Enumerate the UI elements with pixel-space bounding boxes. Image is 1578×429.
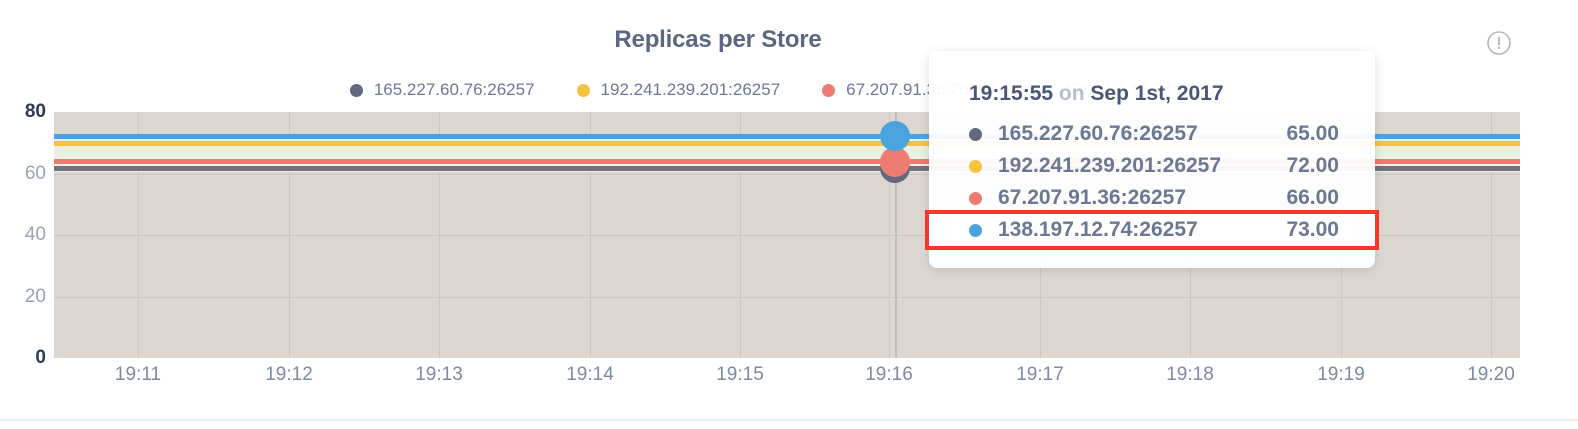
legend-swatch-icon: [822, 83, 836, 97]
gridline-vertical: [1491, 112, 1492, 358]
y-tick: 80: [24, 101, 46, 122]
tooltip-series-name: 138.197.12.74:26257: [998, 218, 1198, 241]
tooltip-on-word: on: [1058, 82, 1085, 105]
exclamation-circle-icon[interactable]: [1486, 30, 1512, 56]
x-axis: 19:11 19:12 19:13 19:14 19:15 19:16 19:1…: [54, 364, 1520, 390]
tooltip-series-name: 165.227.60.76:26257: [998, 122, 1198, 145]
gridline-vertical: [889, 112, 890, 358]
gridline-vertical: [740, 112, 741, 358]
gridline-horizontal: [54, 296, 1520, 298]
x-tick: 19:11: [114, 364, 162, 385]
legend-label: 192.241.239.201:26257: [600, 80, 781, 99]
tooltip-series-value: 66.00: [1286, 186, 1339, 209]
gridline-horizontal: [54, 235, 1520, 236]
y-tick: 40: [24, 224, 46, 245]
data-point-marker-138.197.12.74[interactable]: [880, 121, 910, 151]
tooltip-series-value: 65.00: [1286, 122, 1339, 145]
x-tick: 19:20: [1467, 364, 1515, 385]
hover-crosshair: [895, 112, 897, 358]
y-tick: 0: [35, 347, 46, 368]
x-tick: 19:19: [1317, 364, 1365, 385]
y-tick: 20: [24, 285, 46, 307]
legend-item[interactable]: 165.227.60.76:26257: [349, 80, 535, 100]
x-tick: 19:14: [566, 364, 614, 385]
gridline-horizontal: [54, 173, 1520, 175]
x-tick: 19:17: [1016, 364, 1064, 385]
tooltip-row: 165.227.60.76:26257 65.00: [929, 118, 1375, 150]
series-line-67.207.91.36: [54, 159, 1520, 164]
page-title: Replicas per Store: [614, 26, 822, 53]
tooltip-row: 192.241.239.201:26257 72.00: [929, 150, 1375, 182]
series-dot-icon: [969, 223, 982, 237]
hover-tooltip: 19:15:55 on Sep 1st, 2017 165.227.60.76:…: [925, 51, 1379, 268]
tooltip-row: 67.207.91.36:26257 66.00: [929, 182, 1375, 214]
series-line-165.227.60.76: [54, 166, 1520, 171]
gridline-vertical: [590, 112, 591, 358]
tooltip-header: 19:15:55 on Sep 1st, 2017: [929, 82, 1375, 118]
series-line-192.241.239.201: [54, 140, 1520, 146]
x-tick: 19:16: [865, 364, 913, 385]
tooltip-row-highlighted: 138.197.12.74:26257 73.00: [925, 210, 1379, 250]
gridline-vertical: [439, 112, 440, 358]
tooltip-series-name: 67.207.91.36:26257: [998, 186, 1187, 209]
series-dot-icon: [969, 191, 982, 205]
y-tick: 60: [24, 162, 46, 184]
tooltip-series-value: 72.00: [1286, 154, 1339, 177]
tooltip-series-name: 192.241.239.201:26257: [998, 154, 1222, 177]
tooltip-date: Sep 1st, 2017: [1090, 82, 1224, 105]
x-tick: 19:13: [415, 364, 463, 385]
x-tick: 19:15: [716, 364, 764, 385]
gridline-vertical: [289, 112, 290, 358]
tooltip-time: 19:15:55: [969, 82, 1054, 105]
series-dot-icon: [969, 159, 982, 173]
y-axis: 80 60 40 20 0: [0, 101, 46, 368]
legend-item[interactable]: 192.241.239.201:26257: [576, 80, 781, 100]
series-dot-icon: [969, 127, 982, 141]
x-tick: 19:18: [1166, 364, 1214, 385]
data-point-marker-67.207.91.36[interactable]: [880, 147, 910, 177]
legend-swatch-icon: [576, 83, 590, 97]
gridline-vertical: [138, 112, 139, 358]
series-line-138.197.12.74: [54, 133, 1520, 139]
panel-divider: [0, 419, 1578, 421]
legend-swatch-icon: [349, 83, 363, 97]
legend-label: 165.227.60.76:26257: [373, 80, 535, 99]
tooltip-series-value: 73.00: [1286, 218, 1339, 241]
tooltip-rows: 165.227.60.76:26257 65.00 192.241.239.20…: [925, 118, 1379, 250]
x-tick: 19:12: [265, 364, 313, 385]
